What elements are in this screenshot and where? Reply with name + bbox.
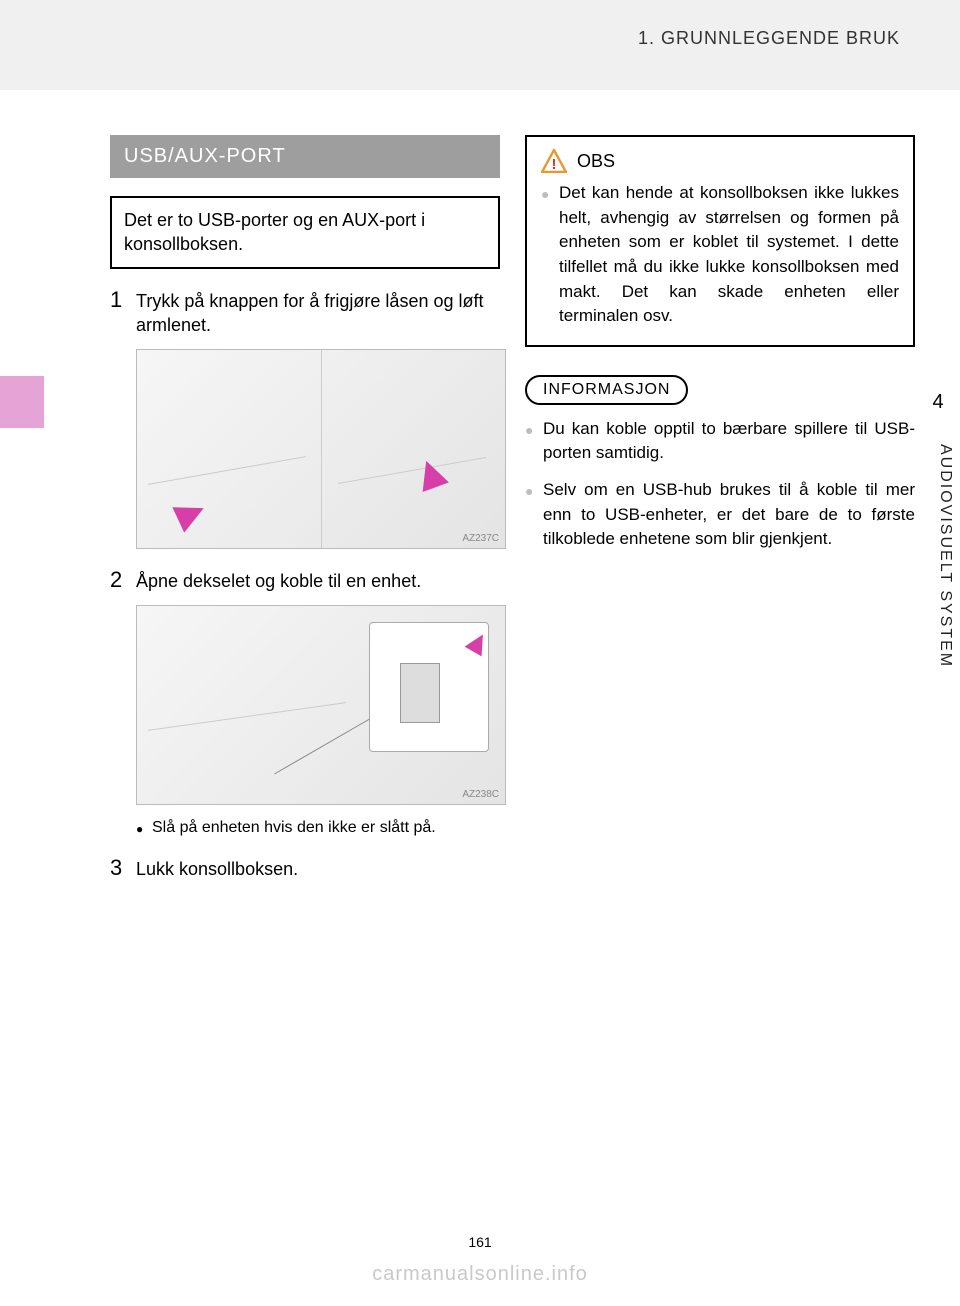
figure-line: [148, 703, 346, 732]
figure-line: [148, 456, 306, 485]
obs-title: OBS: [577, 151, 615, 172]
bullet-icon: [541, 181, 559, 329]
caution-icon: !: [541, 149, 567, 173]
step-2-num: 2: [110, 567, 136, 593]
figure-1: AZ237C: [136, 349, 506, 549]
figure-2-code: AZ238C: [462, 789, 499, 800]
info-item-1: Du kan koble opptil to bærbare spillere …: [525, 417, 915, 466]
breadcrumb: 1. GRUNNLEGGENDE BRUK: [638, 28, 900, 49]
step-3-text: Lukk konsollboksen.: [136, 855, 298, 881]
step-3: 3 Lukk konsollboksen.: [110, 855, 500, 881]
watermark: carmanualsonline.info: [0, 1263, 960, 1286]
info-item-2: Selv om en USB-hub brukes til å koble ti…: [525, 478, 915, 552]
info-2-text: Selv om en USB-hub brukes til å koble ti…: [543, 478, 915, 552]
side-tab: [0, 376, 44, 428]
heading-usb-aux: USB/AUX-PORT: [110, 135, 500, 178]
step-1: 1 Trykk på knappen for å frigjøre låsen …: [110, 287, 500, 338]
page-number: 161: [0, 1234, 960, 1250]
step-1-num: 1: [110, 287, 136, 338]
port-inset: [369, 622, 489, 752]
step-2: 2 Åpne dekselet og koble til en enhet.: [110, 567, 500, 593]
info-label: INFORMASJON: [525, 375, 688, 405]
arrow-icon: [413, 456, 449, 492]
bullet-icon: [136, 819, 152, 837]
note-bullet: Slå på enheten hvis den ikke er slått på…: [136, 819, 500, 837]
figure-1-divider: [321, 350, 322, 548]
figure-1-code: AZ237C: [462, 533, 499, 544]
obs-box: ! OBS Det kan hende at konsollboksen ikk…: [525, 135, 915, 347]
svg-text:!: !: [552, 156, 557, 173]
callout-line: [274, 719, 370, 775]
bullet-icon: [525, 417, 543, 466]
step-3-num: 3: [110, 855, 136, 881]
arrow-icon: [172, 496, 209, 533]
port-slot: [400, 663, 440, 723]
obs-text: Det kan hende at konsollboksen ikke lukk…: [541, 181, 899, 329]
obs-header: ! OBS: [541, 149, 899, 173]
obs-body: Det kan hende at konsollboksen ikke lukk…: [559, 181, 899, 329]
note-text: Slå på enheten hvis den ikke er slått på…: [152, 819, 436, 837]
bullet-icon: [525, 478, 543, 552]
figure-line: [338, 457, 486, 484]
arrow-icon: [465, 630, 492, 657]
info-1-text: Du kan koble opptil to bærbare spillere …: [543, 417, 915, 466]
figure-2: AZ238C: [136, 605, 506, 805]
intro-box: Det er to USB-porter og en AUX-port i ko…: [110, 196, 500, 269]
step-2-text: Åpne dekselet og koble til en enhet.: [136, 567, 421, 593]
step-1-text: Trykk på knappen for å frigjøre låsen og…: [136, 287, 500, 338]
